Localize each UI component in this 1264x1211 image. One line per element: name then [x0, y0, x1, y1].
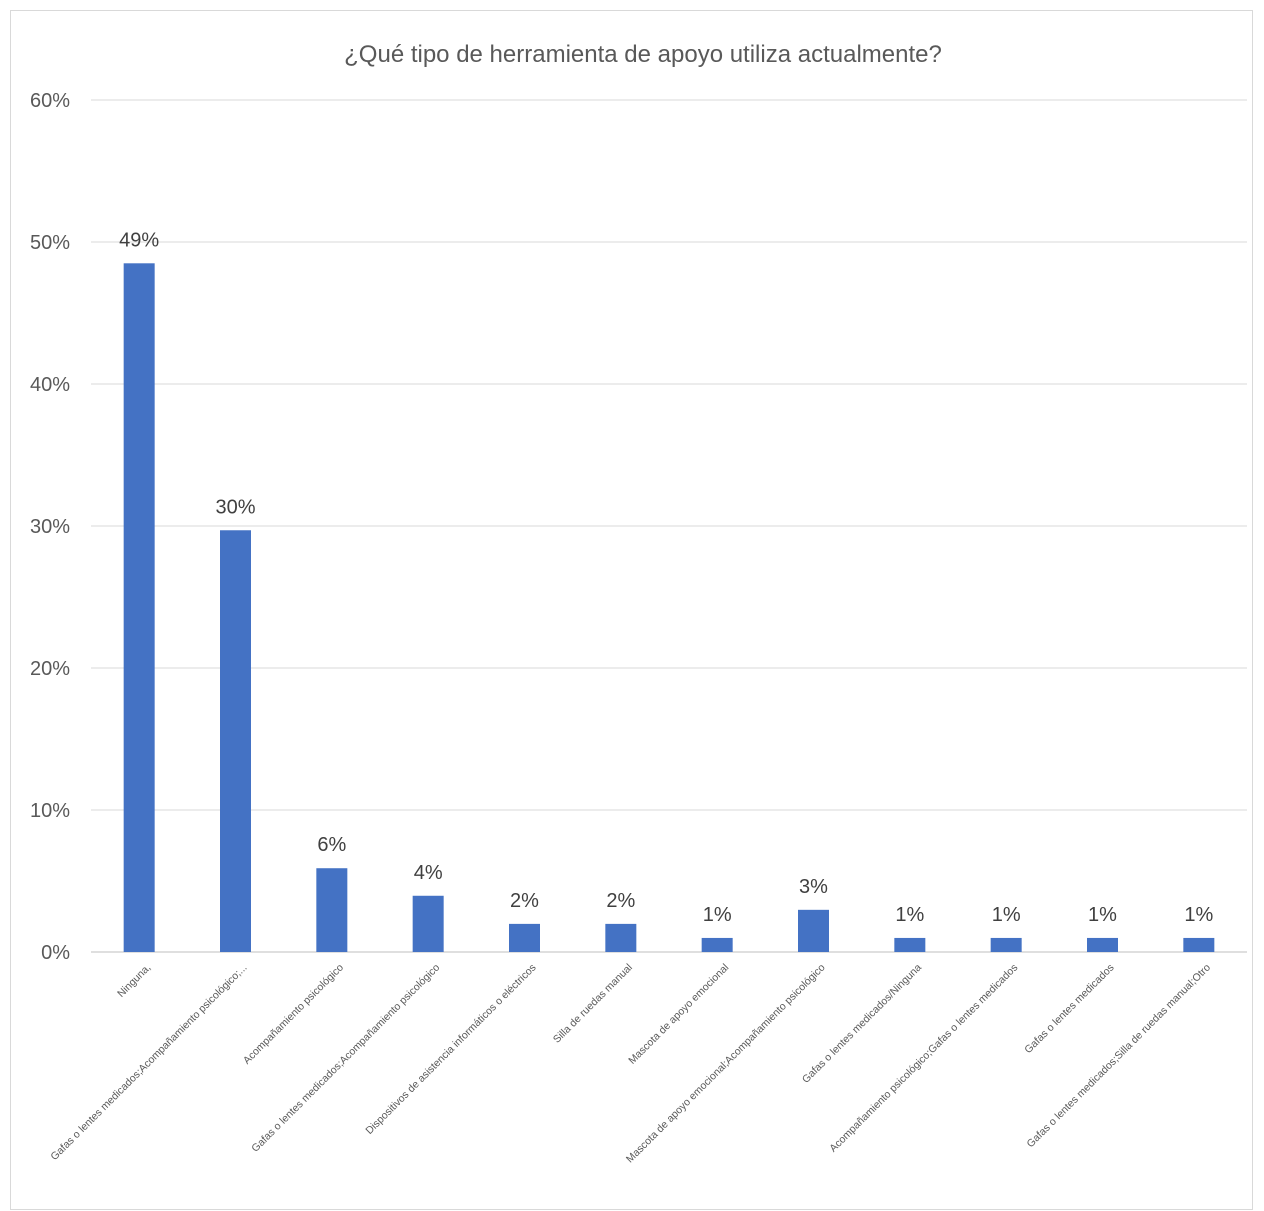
- bar: [701, 937, 733, 952]
- bar: [894, 937, 926, 952]
- bar: [316, 868, 348, 952]
- bar: [1087, 937, 1118, 952]
- bars: [123, 263, 1215, 952]
- bar: [605, 923, 637, 952]
- data-label: 3%: [799, 876, 828, 898]
- x-tick-label: Acompañamiento psicológico: [241, 962, 346, 1067]
- y-tick-label: 60%: [30, 90, 70, 112]
- x-tick-label: Ninguna,: [115, 962, 153, 1000]
- x-tick-label: Gafas o lentes medicados: [1022, 962, 1116, 1056]
- data-label: 6%: [317, 834, 346, 856]
- y-tick-label: 0%: [41, 942, 70, 964]
- x-tick-label: Mascota de apoyo emocional: [626, 962, 731, 1067]
- bar: [798, 909, 829, 952]
- y-tick-label: 40%: [30, 374, 70, 396]
- y-tick-label: 10%: [30, 800, 70, 822]
- x-tick-label: Gafas o lentes medicados;Acompañamiento …: [249, 962, 442, 1155]
- gridlines: [91, 99, 1247, 953]
- x-tick-label: Gafas o lentes medicados;Acompañamiento …: [48, 962, 249, 1163]
- data-label: 1%: [703, 904, 732, 926]
- chart-area: [10, 10, 1253, 1210]
- y-tick-label: 30%: [30, 516, 70, 538]
- bar: [123, 263, 155, 952]
- bar: [220, 530, 251, 952]
- data-label: 1%: [992, 904, 1021, 926]
- data-label: 2%: [606, 890, 635, 912]
- bar: [990, 937, 1022, 952]
- data-label: 4%: [414, 862, 443, 884]
- x-tick-label: Gafas o lentes medicados;Silla de ruedas…: [1025, 962, 1214, 1151]
- data-label: 49%: [119, 229, 159, 251]
- data-label: 30%: [215, 496, 255, 518]
- data-labels: 49% 30% 6% 4% 2% 2% 1% 3% 1% 1% 1% 1%: [119, 229, 1213, 926]
- x-tick-label: Silla de ruedas manual: [551, 962, 635, 1046]
- x-tick-label: Mascota de apoyo emocional;Acompañamient…: [624, 962, 828, 1166]
- x-tick-label: Acompañamiento psicológico;Gafas o lente…: [827, 962, 1020, 1155]
- bar: [509, 923, 540, 952]
- x-axis: Ninguna,Gafas o lentes medicados;Acompañ…: [48, 962, 1213, 1166]
- y-tick-label: 20%: [30, 658, 70, 680]
- data-label: 1%: [895, 904, 924, 926]
- x-tick-label: Dispositivos de asistencia informáticos …: [363, 962, 538, 1137]
- y-tick-label: 50%: [30, 232, 70, 254]
- y-axis: 0% 10% 20% 30% 40% 50% 60%: [30, 90, 70, 964]
- bar: [1183, 937, 1215, 952]
- data-label: 1%: [1088, 904, 1117, 926]
- data-label: 2%: [510, 890, 539, 912]
- data-label: 1%: [1184, 904, 1213, 926]
- chart-title: ¿Qué tipo de herramienta de apoyo utiliz…: [344, 41, 942, 68]
- bar: [412, 895, 444, 952]
